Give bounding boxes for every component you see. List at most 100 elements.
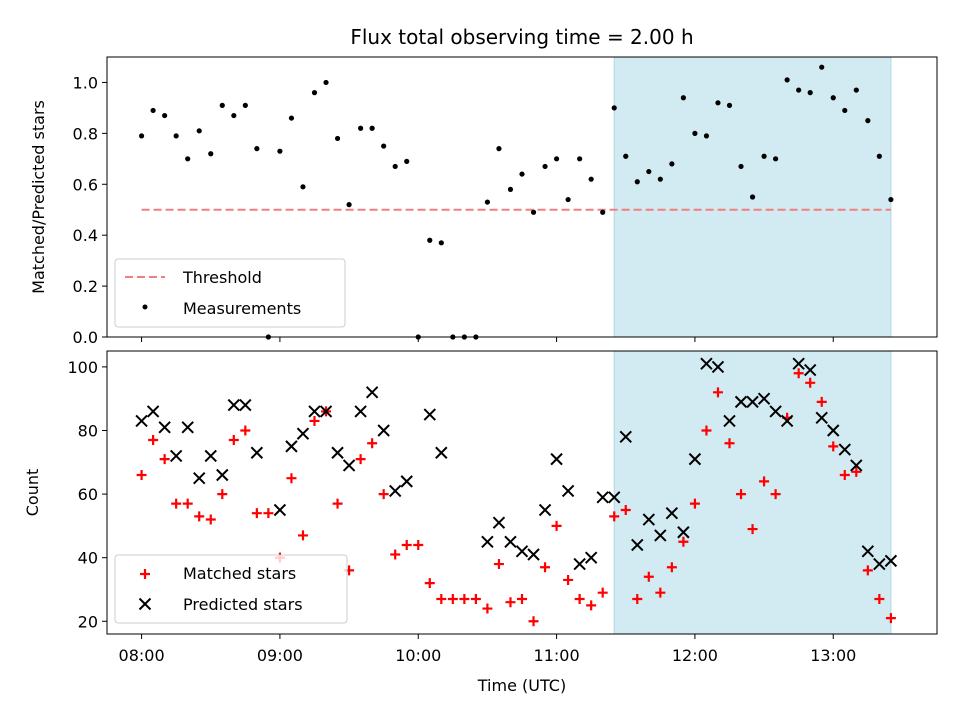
legend-matched-swatch	[140, 569, 150, 579]
matched-star-point	[378, 489, 389, 500]
matched-star-point	[171, 498, 182, 509]
matched-star-point	[505, 597, 516, 608]
matched-star-point	[148, 435, 159, 446]
measurement-point	[427, 237, 433, 243]
matched-star-point	[528, 616, 539, 627]
predicted-star-point	[273, 503, 287, 517]
predicted-star-point	[193, 471, 206, 485]
predicted-star-point	[815, 411, 828, 424]
ratio-y-tick-labels: 0.0 0.2 0.4 0.6 0.8 1.0	[73, 73, 107, 347]
measurement-point	[703, 133, 710, 139]
measurement-point	[185, 156, 191, 162]
measurement-point	[369, 125, 375, 131]
measurement-point	[749, 194, 756, 200]
matched-star-point	[286, 473, 297, 484]
count-y-tick-label: 20	[78, 612, 98, 631]
matched-star-point	[828, 441, 839, 452]
matched-star-point	[885, 613, 896, 624]
measurement-point	[484, 199, 491, 205]
matched-star-point	[563, 574, 574, 585]
predicted-star-point	[354, 405, 367, 418]
predicted-star-point	[850, 459, 863, 472]
matched-star-point	[482, 603, 493, 614]
predicted-star-point	[319, 405, 333, 418]
measurement-point	[738, 163, 744, 170]
matched-star-point	[517, 594, 527, 605]
predicted-star-point	[146, 405, 160, 418]
matched-star-point	[263, 508, 274, 519]
matched-star-point	[851, 466, 862, 477]
predicted-star-point	[803, 363, 817, 377]
matched-star-point	[390, 549, 401, 560]
ratio-y-tick-label: 0.0	[73, 328, 98, 347]
ratio-y-tick-label: 0.6	[73, 175, 98, 194]
measurement-point	[842, 107, 848, 114]
count-x-tick-label: 10:00	[395, 646, 441, 665]
predicted-star-point	[527, 548, 540, 561]
matched-star-point	[666, 562, 677, 573]
predicted-star-point	[435, 446, 448, 459]
predicted-star-point	[285, 440, 298, 453]
predicted-star-point	[296, 427, 310, 440]
matched-star-point	[436, 594, 447, 605]
matched-star-point	[574, 594, 585, 605]
predicted-star-point	[757, 392, 771, 405]
matched-star-point	[839, 470, 850, 481]
legend-matched-label: Matched stars	[183, 564, 296, 583]
predicted-star-point	[654, 529, 667, 542]
matched-star-point	[724, 438, 735, 449]
measurement-point	[231, 112, 237, 119]
measurement-point	[853, 87, 859, 93]
measurement-point	[138, 133, 145, 139]
matched-star-point	[874, 594, 885, 605]
measurement-point	[553, 156, 560, 162]
predicted-star-point	[481, 535, 494, 548]
count-y-tick-label: 60	[78, 485, 98, 504]
predicted-star-point	[700, 357, 713, 370]
measurement-point	[761, 153, 767, 159]
measurement-point	[819, 64, 825, 70]
measurement-point	[404, 158, 410, 164]
measurement-point	[542, 163, 548, 170]
measurement-point	[715, 100, 721, 106]
matched-star-point	[228, 435, 239, 446]
measurement-point	[865, 118, 871, 124]
matched-star-point	[770, 489, 781, 500]
matched-star-point	[736, 489, 747, 500]
matched-star-point	[643, 571, 654, 582]
measurement-point	[600, 209, 606, 215]
predicted-star-point	[169, 449, 183, 463]
predicted-star-point	[227, 398, 241, 412]
measurement-point	[392, 163, 398, 170]
predicted-star-point	[596, 491, 609, 504]
predicted-star-point	[677, 526, 690, 539]
ratio-y-tick-label: 0.2	[73, 277, 98, 296]
ratio-panel: 0.0 0.2 0.4 0.6 0.8 1.0 Matched/Predicted sta…	[29, 56, 938, 347]
count-x-tick-label: 13:00	[810, 646, 856, 665]
predicted-star-point	[515, 545, 529, 558]
matched-star-point	[194, 511, 205, 522]
predicted-star-point	[723, 414, 736, 428]
matched-star-point	[493, 559, 504, 570]
measurement-point	[646, 168, 652, 175]
measurement-point	[438, 240, 444, 246]
measurement-point	[323, 79, 329, 86]
count-x-tick-labels: 08:00 09:00 10:00 11:00 12:00 13:00	[119, 634, 856, 665]
predicted-star-point	[827, 424, 840, 437]
legend-threshold-label: Threshold	[182, 268, 262, 287]
matched-star-point	[217, 489, 228, 500]
count-y-tick-label: 40	[78, 549, 98, 568]
count-x-tick-label: 09:00	[257, 646, 303, 665]
count-legend-box	[114, 554, 348, 624]
matched-star-point	[447, 594, 458, 605]
measurement-point	[773, 156, 779, 162]
measurement-point	[830, 95, 836, 101]
legend-predicted-label: Predicted stars	[183, 595, 303, 614]
measurement-point	[242, 102, 248, 108]
legend-x-marker	[138, 597, 152, 611]
predicted-star-point	[838, 443, 851, 456]
matched-star-point	[701, 425, 712, 436]
predicted-star-point	[135, 414, 148, 428]
predicted-star-point	[204, 449, 217, 463]
